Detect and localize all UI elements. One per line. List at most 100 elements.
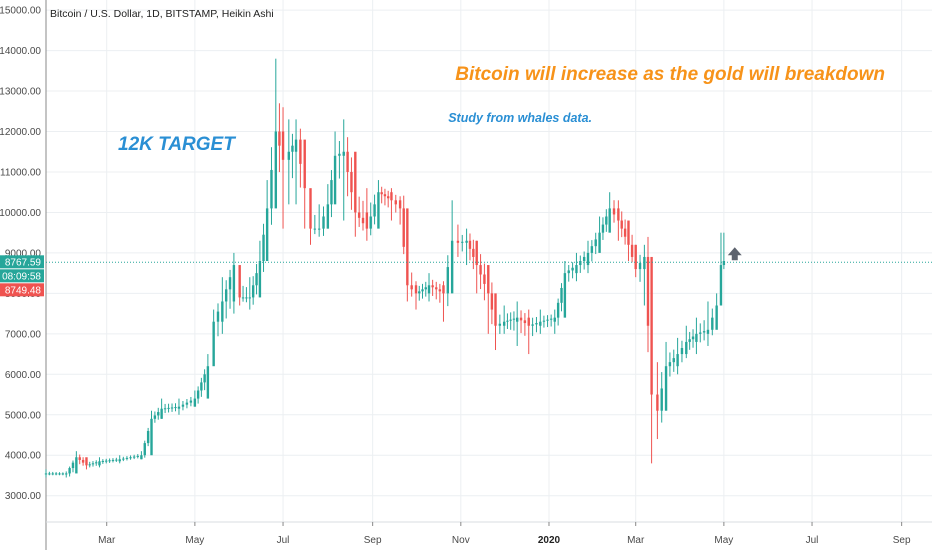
candle-body: [357, 212, 361, 218]
candle-body: [506, 320, 509, 322]
candle-body: [54, 473, 58, 475]
candle-body: [582, 256, 586, 261]
candle-body: [620, 220, 623, 229]
candle-body: [553, 317, 556, 322]
candle-body: [122, 458, 125, 460]
candle-body: [58, 473, 61, 475]
candle-body: [157, 412, 160, 416]
candle-body: [702, 331, 706, 333]
candle-body: [291, 145, 294, 152]
x-tick-label: Mar: [98, 535, 116, 546]
annotation-headline[interactable]: Bitcoin will increase as the gold will b…: [455, 64, 885, 85]
candle-body: [699, 332, 702, 334]
candle-body: [206, 366, 210, 399]
candle-body: [51, 473, 54, 475]
candle-body: [535, 323, 538, 325]
candle-body: [546, 319, 549, 321]
candle-body: [232, 265, 236, 302]
candle-body: [643, 256, 646, 270]
up-arrow-icon[interactable]: [727, 247, 742, 261]
candle-body: [303, 139, 306, 189]
candle-body: [650, 256, 653, 395]
candle-body: [278, 131, 281, 146]
candle-body: [519, 317, 523, 321]
y-axis: 3000.004000.005000.006000.007000.008000.…: [0, 6, 41, 503]
candle-body: [118, 459, 121, 462]
candle-body: [660, 388, 663, 411]
candle-body: [61, 473, 65, 475]
y-tick-label: 13000.00: [0, 87, 41, 98]
candle-body: [238, 265, 241, 298]
candle-body: [189, 400, 193, 403]
candle-body: [105, 460, 108, 462]
candle-body: [125, 457, 129, 459]
candle-body: [502, 321, 506, 326]
candle-body: [274, 131, 278, 209]
candle-body: [245, 297, 248, 299]
candle-body: [438, 289, 442, 292]
candle-body: [228, 277, 232, 290]
candle-body: [203, 374, 206, 383]
candle-body: [427, 285, 431, 294]
candle-body: [421, 289, 424, 292]
candle-body: [475, 240, 478, 266]
candle-body: [715, 305, 718, 330]
candle-body: [326, 204, 330, 229]
candle-body: [91, 463, 95, 465]
candles: [44, 58, 726, 478]
candle-body: [523, 320, 527, 324]
candle-body: [350, 171, 353, 193]
candle-body: [338, 153, 341, 156]
chart-title: Bitcoin / U.S. Dollar, 1D, BITSTAMP, Hei…: [50, 8, 274, 20]
candle-body: [719, 265, 723, 306]
candle-body: [101, 460, 105, 462]
candle-body: [531, 324, 534, 326]
candle-body: [594, 239, 597, 247]
y-tick-label: 6000.00: [5, 370, 42, 381]
candle-body: [342, 151, 345, 156]
candle-body: [287, 151, 291, 160]
candle-body: [346, 151, 349, 172]
candle-body: [630, 244, 634, 257]
candle-body: [330, 180, 333, 205]
candle-body: [299, 139, 302, 164]
candle-body: [224, 289, 228, 302]
candle-body: [255, 273, 258, 286]
candle-body: [317, 228, 321, 230]
x-tick-label: Sep: [364, 535, 382, 546]
candle-body: [383, 194, 387, 197]
candle-body: [598, 232, 601, 253]
annotation-subtitle[interactable]: Study from whales data.: [448, 111, 592, 125]
candle-body: [365, 212, 369, 229]
price-label-box: [0, 283, 44, 297]
candle-body: [153, 415, 157, 419]
x-axis: Mar May Jul Sep Nov 2020 Mar May Jul Sep: [98, 522, 911, 546]
candle-body: [115, 459, 118, 461]
candle-body: [75, 457, 78, 474]
candle-body: [676, 354, 679, 367]
candle-body: [44, 473, 48, 475]
candle-body: [251, 285, 255, 298]
candle-body: [672, 358, 675, 363]
y-tick-label: 3000.00: [5, 491, 42, 502]
candle-body: [586, 252, 590, 266]
candle-body: [617, 208, 620, 221]
candle-body: [446, 267, 450, 294]
candle-body: [494, 293, 497, 326]
candle-body: [262, 234, 265, 261]
candle-body: [390, 192, 393, 201]
annotation-target[interactable]: 12K TARGET: [118, 134, 236, 155]
candle-body: [212, 321, 215, 367]
candle-body: [601, 224, 605, 233]
candle-body: [136, 455, 139, 457]
candle-body: [483, 274, 486, 284]
candle-body: [140, 455, 143, 460]
candle-body: [111, 459, 115, 461]
candle-body: [377, 192, 380, 229]
candle-body: [410, 285, 413, 290]
candle-body: [146, 430, 150, 444]
candle-body: [369, 216, 372, 229]
candle-body: [71, 462, 75, 469]
candle-body: [170, 407, 174, 409]
